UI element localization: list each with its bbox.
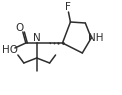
Text: N: N	[33, 33, 41, 43]
Text: NH: NH	[88, 33, 104, 43]
Text: O: O	[16, 23, 24, 33]
Text: HO: HO	[2, 45, 18, 55]
Text: F: F	[65, 2, 70, 12]
